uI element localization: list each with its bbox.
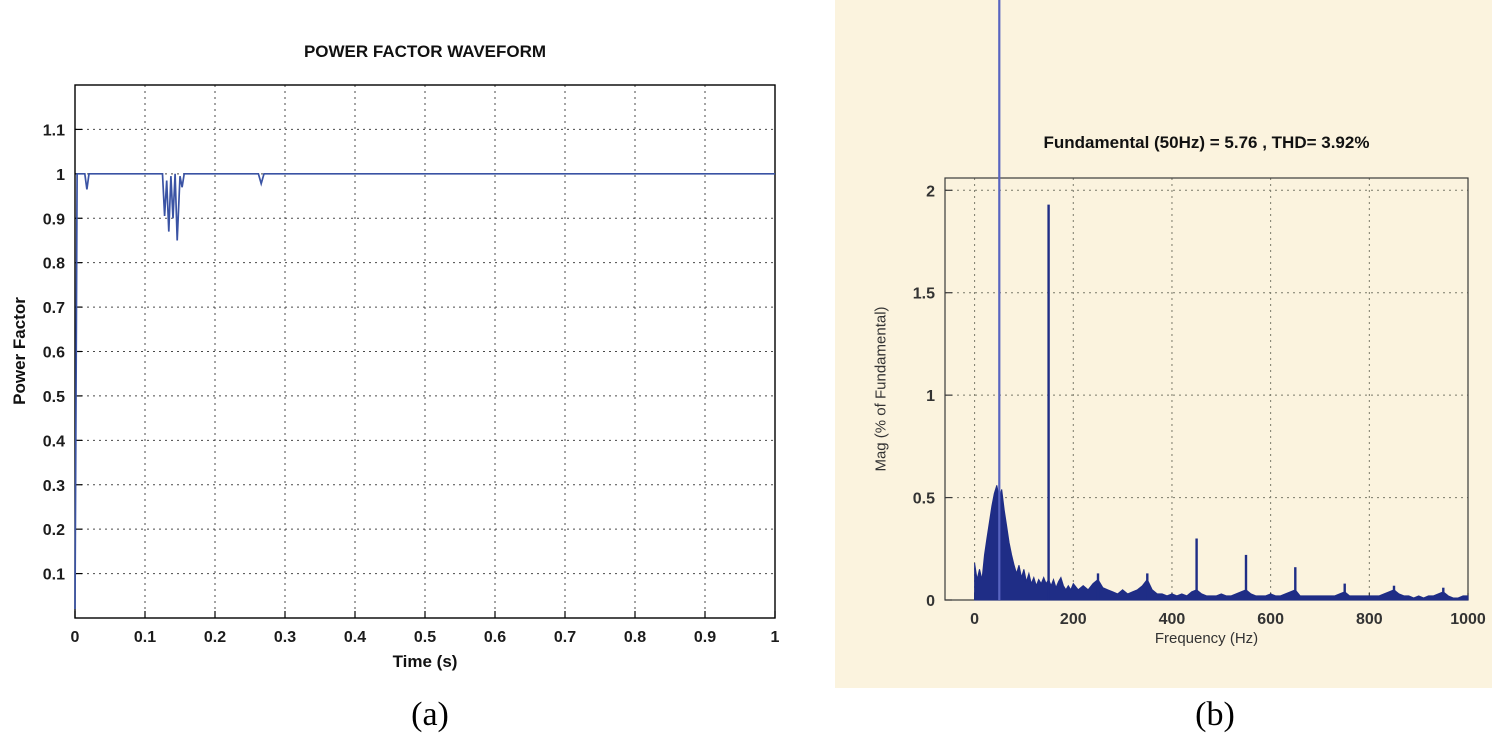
svg-text:400: 400 [1159,611,1186,628]
svg-text:0.4: 0.4 [344,629,366,646]
svg-text:0.8: 0.8 [624,629,646,646]
svg-text:0.3: 0.3 [274,629,296,646]
svg-text:0: 0 [926,593,935,610]
svg-text:600: 600 [1257,611,1284,628]
svg-text:0.5: 0.5 [414,629,436,646]
svg-text:0.3: 0.3 [43,478,65,495]
svg-text:1000: 1000 [1450,611,1486,628]
svg-text:0.2: 0.2 [43,522,65,539]
power-factor-panel: POWER FACTOR WAVEFORM 0 0.1 0.2 0.3 0.4 0.5 0.… [10,30,810,695]
subfigure-label-b: (b) [1195,696,1235,733]
fft-chart-canvas: 0 200 400 600 800 1000 0 0.5 1 1.5 2 [913,0,1486,628]
svg-text:1: 1 [926,388,935,405]
power-factor-chart-title: POWER FACTOR WAVEFORM [303,42,547,61]
fft-x-axis-label: Frequency (Hz) [1154,630,1259,647]
svg-text:0: 0 [970,611,979,628]
svg-text:0.7: 0.7 [554,629,576,646]
svg-text:0.8: 0.8 [43,256,65,273]
svg-text:1.1: 1.1 [43,122,65,139]
svg-text:0.5: 0.5 [43,389,65,406]
subfigure-label-a: (a) [411,696,449,733]
fft-chart-title: Fundamental (50Hz) = 5.76 , THD= 3.92% [1043,133,1370,152]
svg-text:0.9: 0.9 [694,629,716,646]
power-factor-y-axis-label: Power Factor [10,297,29,405]
svg-text:0.1: 0.1 [43,567,65,584]
svg-text:0.9: 0.9 [43,211,65,228]
fft-y-axis-label: Mag (% of Fundamental) [872,306,890,472]
svg-text:0.6: 0.6 [43,345,65,362]
svg-text:800: 800 [1356,611,1383,628]
svg-text:2: 2 [926,183,935,200]
svg-text:1.5: 1.5 [913,286,935,303]
svg-text:0: 0 [71,629,80,646]
svg-text:200: 200 [1060,611,1087,628]
fft-panel: Fundamental (50Hz) = 5.76 , THD= 3.92% 0… [835,0,1492,688]
power-factor-chart-canvas: 0 0.1 0.2 0.3 0.4 0.5 0.6 0.7 0.8 0.9 1 0.1 0.2 0.3 0.… [43,84,780,646]
svg-text:0.4: 0.4 [43,433,65,450]
svg-text:1: 1 [56,167,65,184]
power-factor-x-axis-label: Time (s) [392,652,458,671]
svg-text:0.5: 0.5 [913,491,935,508]
svg-text:0.1: 0.1 [134,629,156,646]
svg-text:0.6: 0.6 [484,629,506,646]
svg-text:1: 1 [771,629,780,646]
svg-text:0.7: 0.7 [43,300,65,317]
svg-text:0.2: 0.2 [204,629,226,646]
